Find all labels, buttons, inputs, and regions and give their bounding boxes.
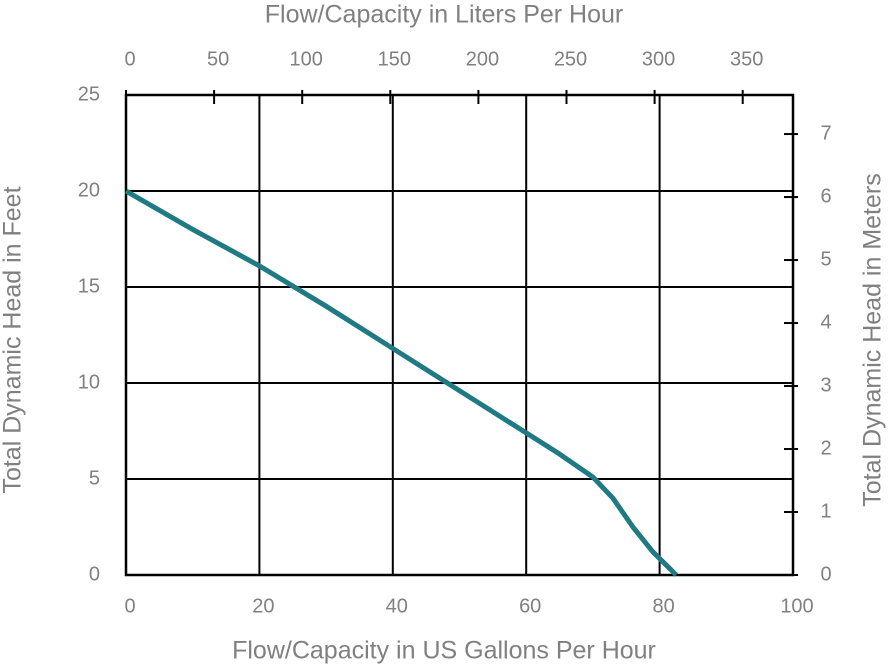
x-tick-label: 100: [780, 595, 813, 617]
x-tick-label: 40: [386, 595, 408, 617]
x2-tick-label: 100: [290, 48, 323, 70]
y2-tick-label: 1: [820, 500, 831, 522]
x2-tick-label: 50: [207, 48, 229, 70]
y2-axis-title: Total Dynamic Head in Meters: [859, 173, 887, 506]
y2-tick-label: 2: [820, 437, 831, 459]
x-tick-label: 0: [124, 595, 135, 617]
x-tick-label: 20: [252, 595, 274, 617]
x2-tick-label: 200: [466, 48, 499, 70]
x2-tick-label: 250: [554, 48, 587, 70]
x2-axis-title: Flow/Capacity in Liters Per Hour: [265, 1, 623, 29]
x-tick-label: 60: [519, 595, 541, 617]
x-axis-title: Flow/Capacity in US Gallons Per Hour: [232, 637, 656, 665]
y-tick-label: 25: [78, 83, 100, 105]
y-tick-label: 5: [89, 467, 100, 489]
x2-tick-label: 300: [642, 48, 675, 70]
x2-tick-label: 350: [730, 48, 763, 70]
y-tick-label: 20: [78, 179, 100, 201]
y-axis-title: Total Dynamic Head in Feet: [0, 186, 27, 493]
plot-frame: [124, 93, 795, 577]
data-line: [124, 188, 679, 577]
y2-tick-label: 5: [820, 248, 831, 270]
y2-tick-label: 4: [820, 311, 831, 333]
y2-tick-label: 7: [820, 122, 831, 144]
x-tick-label: 80: [652, 595, 674, 617]
x2-tick-label: 0: [124, 48, 135, 70]
x2-tick-label: 150: [378, 48, 411, 70]
y-tick-label: 15: [78, 275, 100, 297]
y-tick-label: 0: [89, 563, 100, 585]
y2-tick-label: 3: [820, 374, 831, 396]
y-tick-label: 10: [78, 371, 100, 393]
y2-tick-label: 6: [820, 185, 831, 207]
y2-tick-label: 0: [820, 563, 831, 585]
